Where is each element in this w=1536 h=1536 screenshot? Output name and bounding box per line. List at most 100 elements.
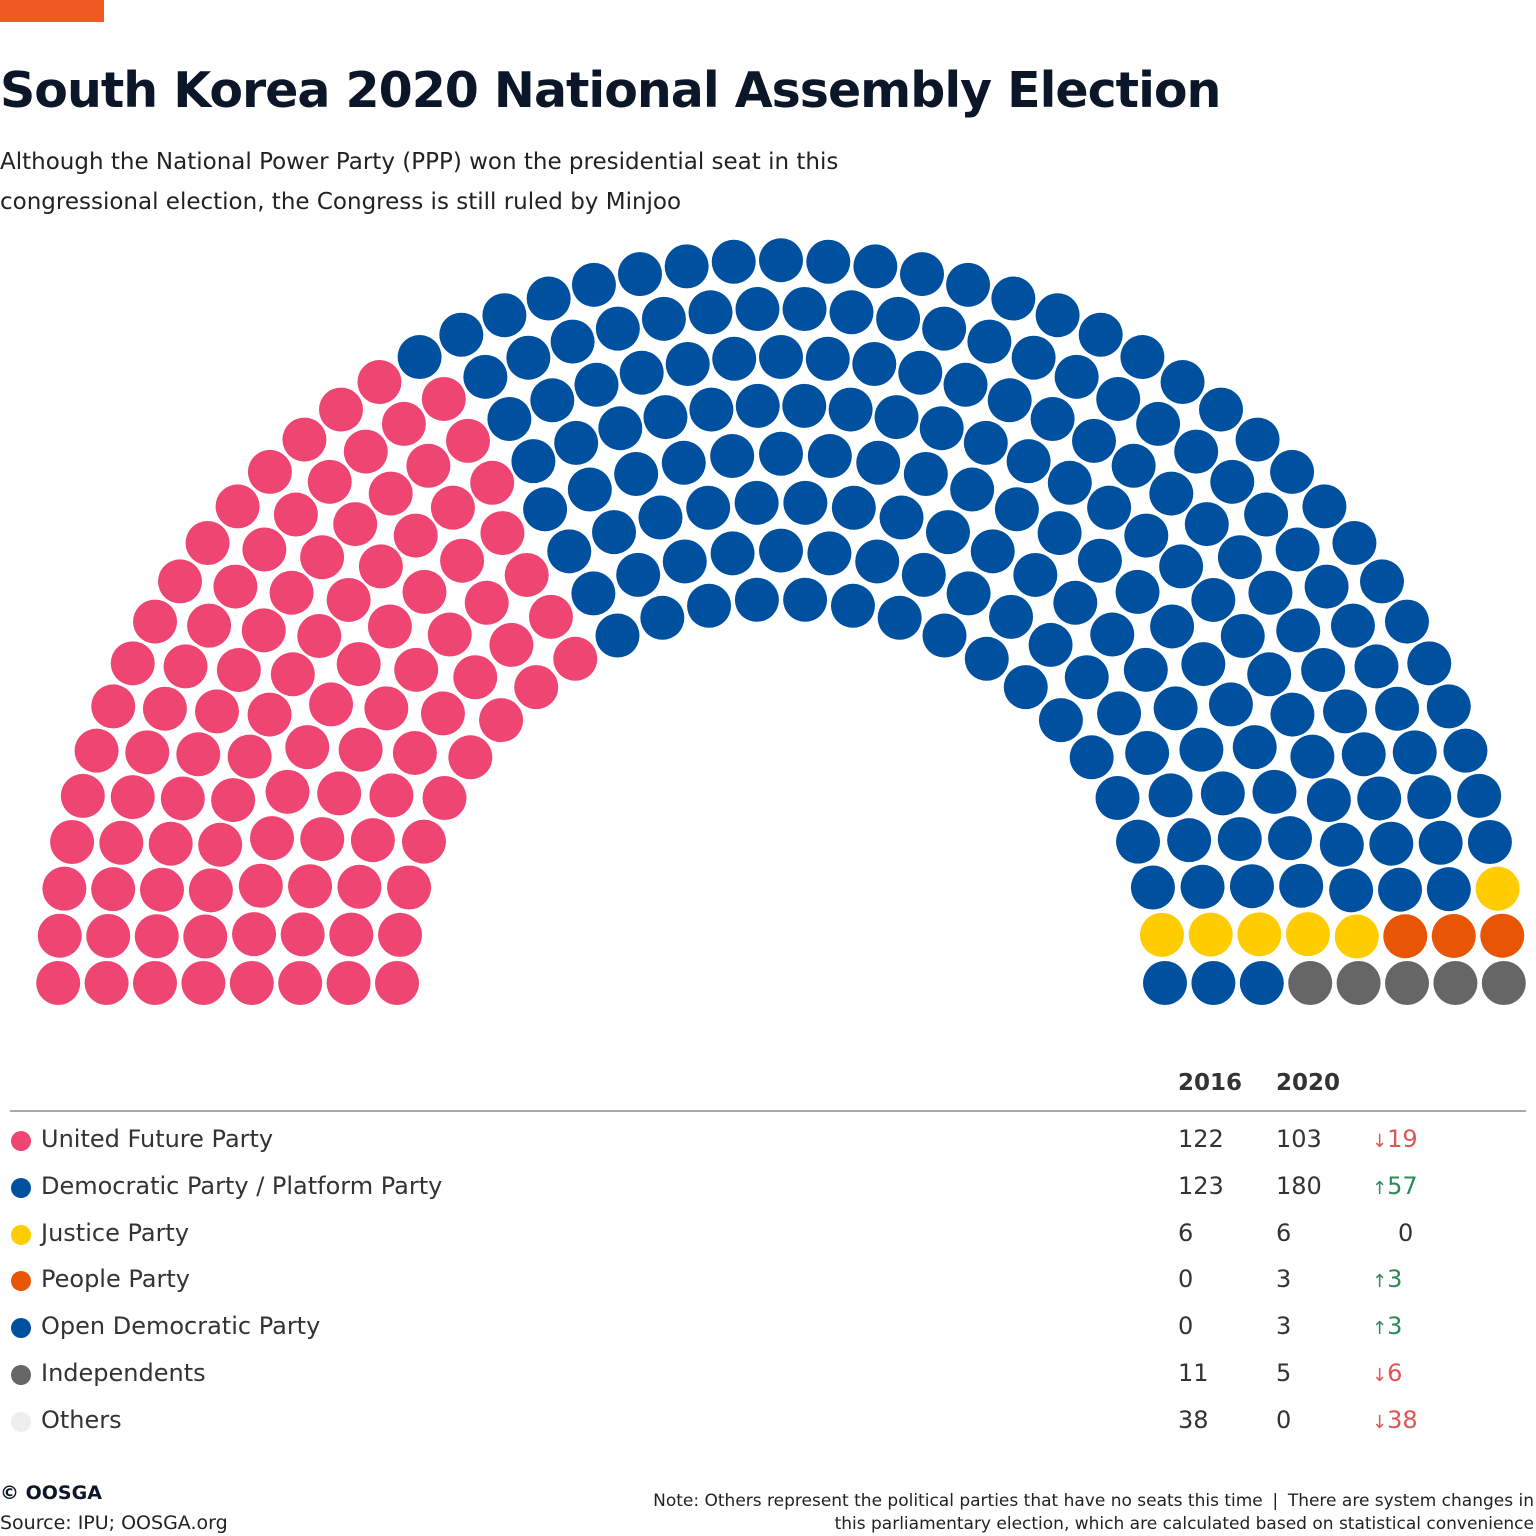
seat xyxy=(479,698,524,743)
seat xyxy=(139,867,184,912)
seat xyxy=(710,434,755,479)
arrow-down-icon: ↓ xyxy=(1372,1131,1388,1152)
seat xyxy=(1053,580,1098,625)
arrow-up-icon: ↑ xyxy=(1372,1271,1388,1293)
seat xyxy=(806,239,851,284)
seat xyxy=(964,636,1009,681)
seat xyxy=(84,961,129,1005)
arrow-up-icon: ↑ xyxy=(1372,1177,1388,1199)
seat xyxy=(1426,867,1471,912)
seat xyxy=(665,341,710,386)
seat xyxy=(250,816,295,861)
seat xyxy=(1334,914,1379,959)
seat xyxy=(160,776,205,821)
seat xyxy=(110,775,155,820)
seat xyxy=(783,577,828,622)
seat xyxy=(1375,686,1420,731)
seat xyxy=(300,817,345,862)
seat xyxy=(232,912,277,957)
seat xyxy=(523,487,568,532)
seat xyxy=(183,914,228,959)
seat xyxy=(1383,914,1428,959)
seat xyxy=(273,492,318,537)
seat xyxy=(1336,961,1381,1005)
seat xyxy=(1038,698,1083,743)
seat xyxy=(1279,863,1324,908)
seat xyxy=(852,341,897,386)
party-name: Democratic Party / Platform Party xyxy=(41,1171,443,1200)
seat xyxy=(1329,868,1374,913)
seat xyxy=(421,376,466,421)
seat xyxy=(879,495,924,540)
change-value: 3 xyxy=(1387,1312,1403,1341)
seat xyxy=(1087,485,1132,530)
seat xyxy=(1384,599,1429,644)
seat xyxy=(1054,354,1099,399)
seat xyxy=(288,864,333,909)
seat xyxy=(74,728,119,773)
seat xyxy=(309,682,354,727)
seat xyxy=(1006,439,1051,484)
seat xyxy=(1136,401,1181,446)
seat xyxy=(282,417,327,462)
seat xyxy=(950,467,995,512)
seat xyxy=(378,912,423,957)
legend-dot xyxy=(11,1271,31,1292)
seat xyxy=(1115,569,1160,614)
seat xyxy=(661,440,706,485)
seat xyxy=(1229,864,1274,909)
seat xyxy=(343,429,388,474)
seat xyxy=(1028,622,1073,667)
arrow-down-icon: ↓ xyxy=(1372,1411,1388,1433)
seat xyxy=(285,725,330,770)
seat xyxy=(394,647,439,692)
seat xyxy=(1037,511,1082,556)
seat xyxy=(134,914,179,959)
seats-2020: 180 xyxy=(1276,1171,1322,1200)
seat xyxy=(1078,312,1123,357)
seat xyxy=(553,636,598,681)
seats-2016: 0 xyxy=(1178,1265,1194,1294)
seat xyxy=(830,583,875,628)
change-value: 38 xyxy=(1387,1405,1418,1434)
seat xyxy=(1125,730,1170,775)
seat xyxy=(1174,429,1219,474)
seat xyxy=(402,569,447,614)
seat xyxy=(550,319,595,364)
seat xyxy=(567,467,612,512)
seat xyxy=(270,652,315,697)
seat xyxy=(1301,648,1346,692)
seats-2016: 122 xyxy=(1178,1125,1224,1153)
seat xyxy=(392,730,437,775)
seat xyxy=(735,383,780,428)
seats-2020: 0 xyxy=(1276,1405,1292,1434)
seat xyxy=(759,335,803,379)
seat xyxy=(571,571,616,616)
seat xyxy=(1354,644,1399,689)
seat xyxy=(185,520,230,565)
seat xyxy=(446,418,490,463)
seat xyxy=(1123,647,1168,692)
seat xyxy=(530,378,575,423)
arrow-up-icon: ↑ xyxy=(1372,1318,1388,1340)
seat xyxy=(1332,520,1377,565)
seat xyxy=(297,614,342,659)
seat xyxy=(1217,817,1262,862)
seat xyxy=(1418,820,1463,865)
seat xyxy=(735,287,780,332)
seat xyxy=(1480,913,1525,958)
seat xyxy=(711,239,756,284)
seat xyxy=(1200,771,1245,816)
seat xyxy=(427,612,472,657)
seat xyxy=(991,276,1036,321)
seat xyxy=(614,452,659,497)
parliament-chart xyxy=(36,238,1526,1005)
seat xyxy=(1167,818,1212,863)
seat xyxy=(1179,727,1224,772)
seat xyxy=(1139,912,1184,957)
legend-dot xyxy=(11,1365,31,1385)
seat xyxy=(453,655,498,700)
seat xyxy=(1392,730,1437,775)
seat xyxy=(326,961,371,1005)
seat xyxy=(280,912,325,957)
